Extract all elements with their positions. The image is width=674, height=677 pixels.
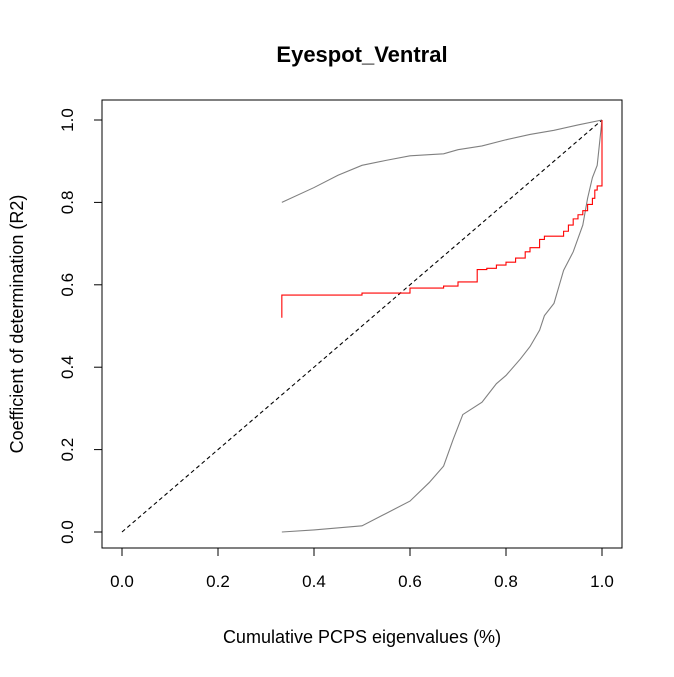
series-lower-envelope [281, 119, 603, 533]
x-tick-label: 0.8 [494, 572, 518, 591]
x-tick-label: 0.6 [398, 572, 422, 591]
series-observed [281, 120, 603, 318]
x-axis: 0.0 0.2 0.4 0.6 0.8 1.0 [110, 547, 614, 591]
y-tick-label: 0.6 [58, 273, 77, 297]
x-tick-label: 0.2 [206, 572, 230, 591]
series-reference [121, 119, 603, 533]
x-tick-label: 0.4 [302, 572, 326, 591]
chart-title: Eyespot_Ventral [276, 42, 447, 67]
series-upper-envelope [281, 119, 603, 203]
y-axis: 0.0 0.2 0.4 0.6 0.8 1.0 [58, 108, 103, 544]
x-tick-label: 1.0 [590, 572, 614, 591]
y-axis-label: Coefficient of determination (R2) [7, 195, 27, 454]
y-tick-label: 0.4 [58, 355, 77, 379]
y-tick-label: 1.0 [58, 108, 77, 132]
y-tick-label: 0.8 [58, 191, 77, 215]
y-tick-label: 0.0 [58, 520, 77, 544]
x-axis-label: Cumulative PCPS eigenvalues (%) [223, 627, 501, 647]
x-tick-label: 0.0 [110, 572, 134, 591]
y-tick-label: 0.2 [58, 438, 77, 462]
plot-frame [101, 99, 623, 549]
series-layer [121, 119, 603, 533]
